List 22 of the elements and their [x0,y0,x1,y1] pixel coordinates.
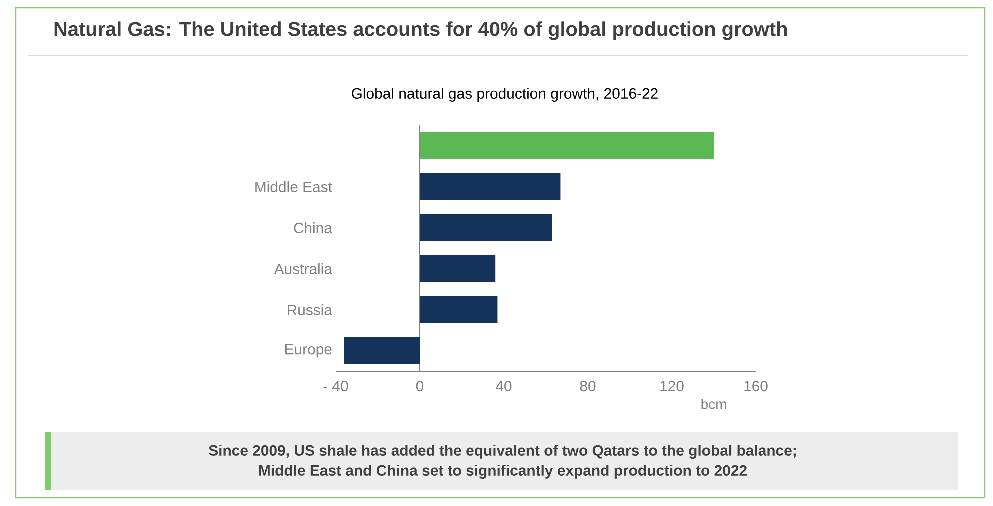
chart-subtitle: Global natural gas production growth, 2016-22 [352,88,658,102]
y-tick-label: Europe [286,344,332,358]
chart-title: Natural Gas: The United States accounts for 40% of global production growth [54,22,788,40]
text: Middle East and China set to significantly expand production to 2022 [259,465,747,479]
bar [420,214,552,242]
x-tick-label: 160 [744,381,768,392]
x-tick-label: 120 [660,381,684,392]
y-tick-label: Russia [288,304,332,316]
x-tick-label: 80 [580,381,596,392]
bar [420,132,714,160]
text: Since 2009, US shale has added the equivalent of two Qatars to the global balance; [209,445,796,459]
x-tick-label: - 40 [324,381,348,392]
bar [344,338,420,365]
y-tick-label: China [294,222,332,234]
x-axis-title: bcm [702,399,726,410]
y-tick-label: Australia [274,264,332,274]
x-tick-label: 0 [416,381,424,392]
x-tick-label: 40 [496,381,512,392]
y-tick-label: Middle East [256,182,332,192]
bar [420,256,496,283]
bar [420,174,561,201]
bar [420,296,498,324]
